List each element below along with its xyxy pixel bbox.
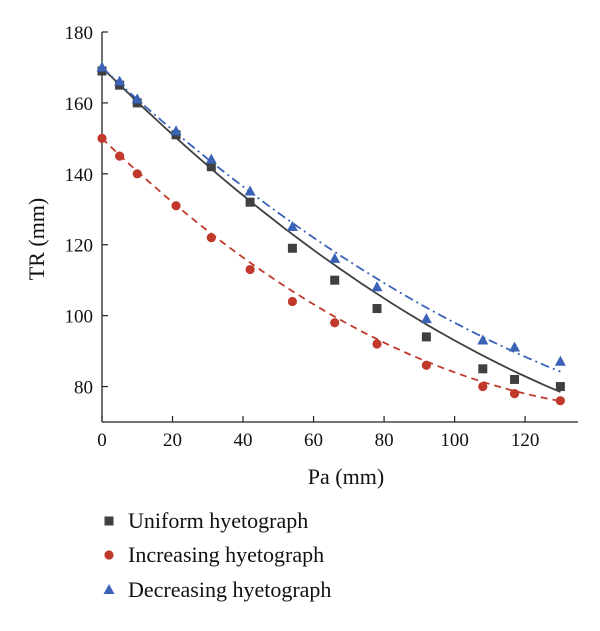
data-point-series-0 [372,304,382,314]
data-point-series-1 [372,339,382,349]
x-tick-label: 40 [234,430,253,451]
plot-axes: 0 20 40 60 80 100 120 80 100 120 140 160 180 [65,23,578,451]
x-tick-label: 20 [163,430,182,451]
data-point-series-2 [244,185,256,196]
x-tick-label: 60 [304,430,323,451]
data-point-series-0 [245,197,255,207]
x-tick-label: 80 [375,430,394,451]
data-point-series-2 [420,313,432,324]
data-point-series-1 [555,396,565,406]
data-point-series-2 [114,75,126,86]
x-axis-title: Pa (mm) [308,464,384,489]
legend: Uniform hyetograph Increasing hyetograph D… [103,508,331,602]
data-point-series-1 [132,169,142,179]
data-point-series-1 [287,296,297,307]
data-point-series-1 [478,381,488,392]
data-point-series-2 [170,125,182,136]
fit-line-series-0 [101,66,561,393]
data-point-series-1 [330,318,340,328]
data-markers [96,61,566,406]
data-point-series-2 [131,93,143,104]
y-tick-label: 100 [65,307,94,328]
data-point-series-0 [330,275,340,285]
data-point-series-1 [206,233,216,243]
fit-line-series-2 [101,66,561,373]
legend-label-series-0: Uniform hyetograph [128,508,308,533]
y-tick-label: 160 [65,94,94,115]
fit-line-series-1 [101,137,561,402]
legend-marker-series-1 [104,550,114,560]
data-point-series-2 [96,61,108,72]
data-point-series-2 [371,281,383,292]
data-point-series-1 [115,151,125,161]
data-point-series-2 [554,355,566,366]
data-point-series-0 [287,243,297,253]
data-point-series-1 [245,264,255,275]
y-tick-label: 120 [65,236,94,257]
data-point-series-0 [421,332,431,342]
data-point-series-2 [205,153,217,164]
y-tick-label: 140 [65,165,94,186]
x-tick-label: 0 [97,430,107,451]
y-axis-title: TR (mm) [24,198,49,281]
legend-marker-series-2 [103,584,115,594]
data-point-series-1 [509,389,520,399]
data-point-series-2 [286,221,298,231]
data-point-series-0 [555,382,565,392]
y-tick-label: 180 [65,23,94,44]
legend-label-series-1: Increasing hyetograph [128,542,324,567]
legend-marker-series-0 [104,516,114,526]
data-point-series-2 [509,341,521,352]
data-point-series-2 [329,252,341,263]
data-point-series-0 [510,374,520,384]
legend-label-series-2: Decreasing hyetograph [128,577,331,602]
data-point-series-1 [171,201,181,211]
x-tick-label: 100 [440,430,469,451]
data-point-series-0 [206,162,216,172]
y-tick-label: 80 [74,378,93,399]
data-point-series-1 [421,360,431,370]
fit-lines [101,66,561,402]
data-point-series-0 [478,364,488,374]
data-point-series-2 [477,334,489,345]
x-tick-label: 120 [511,430,540,451]
data-point-series-1 [97,133,107,143]
